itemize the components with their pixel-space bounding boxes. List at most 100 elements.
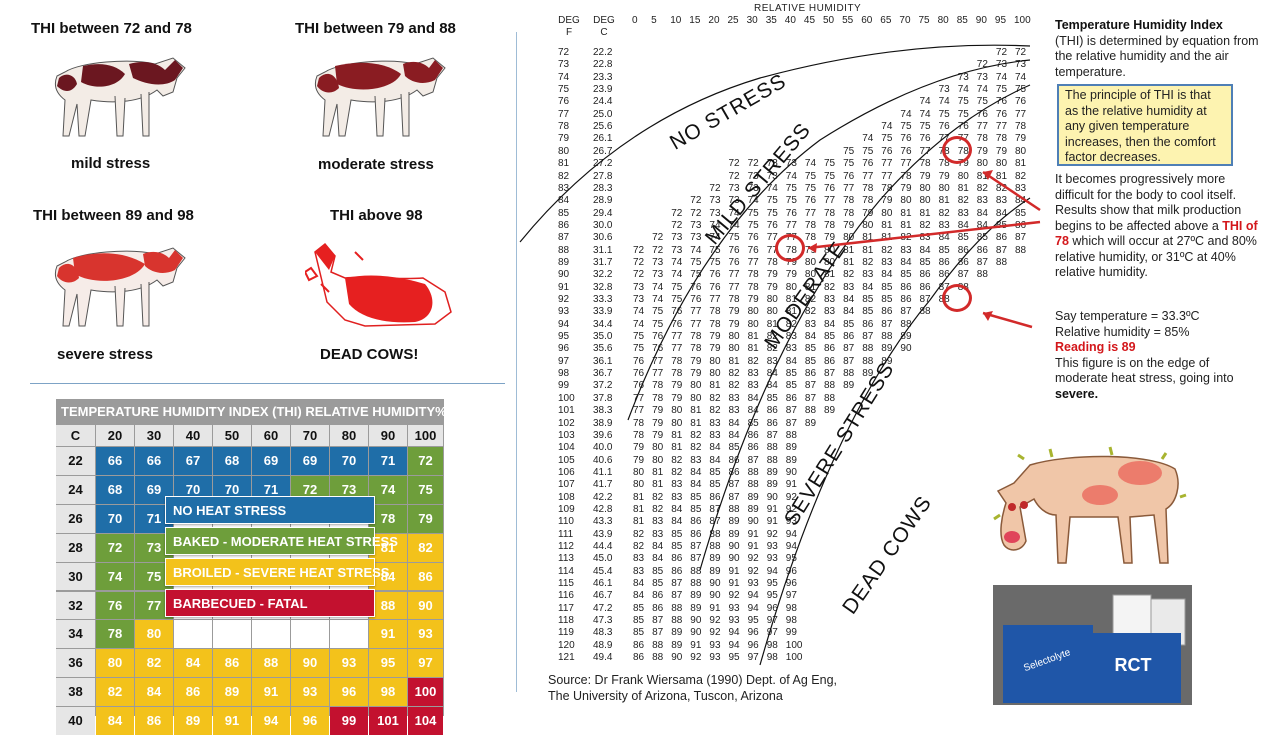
thi-value: 80 — [747, 306, 759, 318]
thi-value: 89 — [728, 516, 740, 528]
thi-value: 97 — [785, 590, 797, 602]
thi-value: 82 — [804, 306, 817, 318]
boundary-mild — [627, 59, 1031, 421]
humidity-tick-label: 15 — [689, 15, 701, 26]
thi-value: 86 — [919, 281, 931, 293]
thi-value: 76 — [766, 219, 778, 231]
thi-value: 78 — [862, 182, 874, 194]
deg-c-value: 41.7 — [593, 479, 613, 491]
thi-value: 74 — [652, 294, 664, 305]
thi-value: 78 — [881, 182, 893, 194]
rct-label: RCT — [1115, 655, 1152, 675]
thi-cell: 86 — [213, 649, 251, 678]
thi-value: 78 — [747, 269, 759, 281]
deg-f-value: 87 — [558, 232, 570, 244]
thi-value: 87 — [766, 429, 778, 441]
thi-value: 80 — [652, 442, 664, 454]
thi-temp-header: 32 — [56, 591, 95, 620]
deg-c-value: 40.6 — [593, 454, 613, 466]
thi-value: 75 — [766, 207, 778, 219]
thi-value: 77 — [881, 158, 893, 170]
thi-value: 75 — [785, 182, 797, 194]
deg-c-value: 37.8 — [593, 392, 613, 404]
thi-value: 87 — [995, 244, 1008, 256]
thi-value: 74 — [919, 96, 931, 108]
thi-value: 87 — [690, 541, 702, 552]
deg-c-value: 25.0 — [593, 108, 613, 120]
cow-severe-image — [54, 247, 186, 327]
thi-value: 93 — [747, 578, 759, 590]
thi-value: 95 — [747, 615, 759, 627]
thi-value: 73 — [995, 59, 1008, 71]
thi-value: 92 — [709, 615, 721, 627]
thi-value: 91 — [728, 578, 740, 590]
thi-value: 84 — [747, 392, 759, 404]
deg-c-value: 28.9 — [593, 195, 613, 207]
thi-value: 88 — [747, 479, 759, 491]
deg-c-value: 48.9 — [593, 639, 613, 651]
thi-cell: 89 — [213, 678, 251, 707]
thi-value: 73 — [690, 232, 702, 244]
thi-value: 83 — [747, 380, 759, 392]
thi-value: 88 — [976, 269, 988, 281]
thi-value: 82 — [995, 182, 1008, 194]
thi-value: 86 — [709, 491, 721, 503]
thi-value: 89 — [862, 368, 874, 380]
thi-value: 85 — [785, 380, 797, 392]
deg-c-value: 25.6 — [593, 121, 613, 133]
deg-f-value: 81 — [558, 158, 570, 170]
thi-value: 81 — [747, 343, 759, 355]
thi-value: 87 — [785, 405, 797, 417]
deg-f-value: 91 — [558, 281, 570, 293]
thi-value: 82 — [766, 331, 778, 343]
thi-value: 76 — [862, 158, 874, 170]
thi-value: 94 — [728, 627, 740, 639]
thi-cell: 97 — [408, 649, 443, 678]
thi-cell: 74 — [96, 562, 134, 591]
deg-c-header: DEG C — [593, 15, 615, 38]
thi-value: 76 — [633, 380, 645, 392]
humidity-tick-label: 25 — [727, 15, 739, 26]
thi-value: 89 — [671, 639, 683, 651]
thi-value: 80 — [843, 232, 855, 244]
thi-value: 79 — [652, 417, 664, 429]
humidity-tick-label: 80 — [937, 15, 949, 26]
humidity-tick-label: 55 — [842, 15, 854, 26]
thi-value: 78 — [652, 392, 664, 404]
deg-c-value: 24.4 — [593, 96, 613, 108]
thi-value: 84 — [728, 417, 740, 429]
thi-value: 75 — [709, 256, 721, 268]
thi-value: 82 — [633, 541, 645, 552]
boundary-severe — [759, 197, 1031, 666]
thi-value: 94 — [766, 565, 778, 577]
thi-value: 76 — [1015, 96, 1027, 108]
thi-value: 86 — [919, 269, 931, 281]
thi-value: 72 — [728, 158, 740, 170]
thi-value: 89 — [709, 553, 721, 565]
thi-value: 84 — [881, 269, 893, 281]
thi-value: 83 — [633, 565, 645, 577]
deg-c-value: 31.1 — [593, 244, 613, 256]
thi-value: 83 — [862, 269, 874, 281]
thi-value: 82 — [652, 491, 664, 503]
deg-c-value: 26.7 — [593, 145, 613, 157]
thi-value: 78 — [690, 331, 702, 343]
humidity-tick-label: 0 — [632, 15, 638, 26]
thi-value: 89 — [747, 491, 759, 503]
thi-value: 92 — [728, 590, 740, 602]
source-citation: Source: Dr Frank Wiersama (1990) Dept. o… — [548, 673, 837, 704]
thi-cell: 82 — [96, 678, 134, 707]
deg-c-value: 36.7 — [593, 368, 613, 380]
thi-value: 77 — [690, 306, 702, 318]
thi-value: 81 — [785, 306, 797, 318]
thi-cell: 71 — [369, 447, 407, 475]
thi-value: 79 — [824, 232, 836, 244]
thi-value: 91 — [747, 528, 759, 540]
thi-value: 79 — [709, 331, 721, 343]
thi-value: 74 — [709, 232, 721, 244]
deg-f-value: 90 — [558, 269, 570, 281]
thi-value: 84 — [633, 590, 645, 602]
thi-value: 72 — [709, 182, 721, 194]
thi-value: 81 — [690, 405, 702, 417]
thi-value: 83 — [824, 294, 836, 305]
